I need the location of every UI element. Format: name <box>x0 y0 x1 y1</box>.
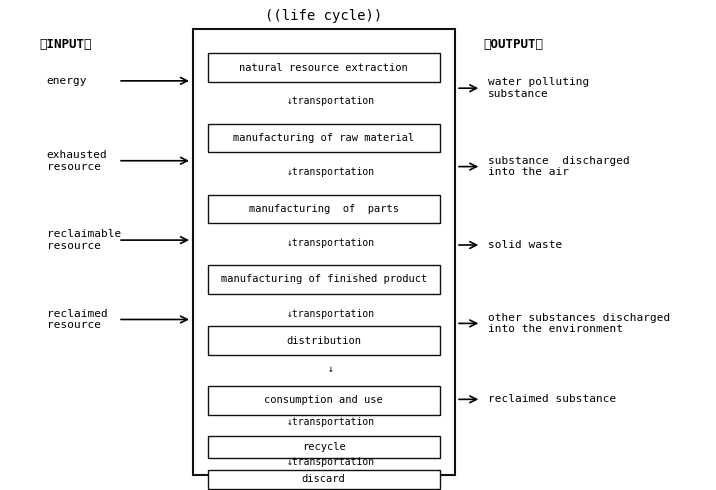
Bar <box>208 53 440 82</box>
Text: ↓transportation: ↓transportation <box>286 238 375 248</box>
Bar <box>208 386 440 415</box>
Text: consumption and use: consumption and use <box>264 395 383 405</box>
Text: ↓transportation: ↓transportation <box>286 457 375 467</box>
Text: ↓transportation: ↓transportation <box>286 417 375 427</box>
Text: natural resource extraction: natural resource extraction <box>239 63 408 73</box>
Text: ↓transportation: ↓transportation <box>286 309 375 318</box>
Text: ↓transportation: ↓transportation <box>286 97 375 106</box>
Bar <box>208 470 440 489</box>
Bar <box>208 265 440 294</box>
Text: other substances discharged
into the environment: other substances discharged into the env… <box>488 313 671 334</box>
Text: substance  discharged
into the air: substance discharged into the air <box>488 156 630 177</box>
Text: ↓transportation: ↓transportation <box>286 168 375 177</box>
Text: discard: discard <box>301 474 346 484</box>
Text: ((life cycle)): ((life cycle)) <box>265 9 382 23</box>
Bar <box>208 124 440 152</box>
Text: energy: energy <box>47 76 87 86</box>
Text: reclaimed
resource: reclaimed resource <box>47 309 107 330</box>
Text: reclaimable
resource: reclaimable resource <box>47 229 121 251</box>
Text: manufacturing of raw material: manufacturing of raw material <box>233 133 415 143</box>
Text: recycle: recycle <box>301 442 346 452</box>
Text: water polluting
substance: water polluting substance <box>488 77 589 99</box>
Text: exhausted
resource: exhausted resource <box>47 150 107 172</box>
Bar <box>208 195 440 223</box>
Text: 【INPUT】: 【INPUT】 <box>39 38 92 50</box>
Text: distribution: distribution <box>286 336 361 345</box>
Text: manufacturing of finished product: manufacturing of finished product <box>221 274 427 284</box>
Text: manufacturing  of  parts: manufacturing of parts <box>248 204 399 214</box>
Bar <box>193 29 455 475</box>
Bar <box>208 437 440 459</box>
Text: solid waste: solid waste <box>488 240 563 250</box>
Text: 【OUTPUT】: 【OUTPUT】 <box>483 38 543 50</box>
Bar <box>208 326 440 355</box>
Text: reclaimed substance: reclaimed substance <box>488 394 616 404</box>
Text: ↓: ↓ <box>328 364 334 374</box>
